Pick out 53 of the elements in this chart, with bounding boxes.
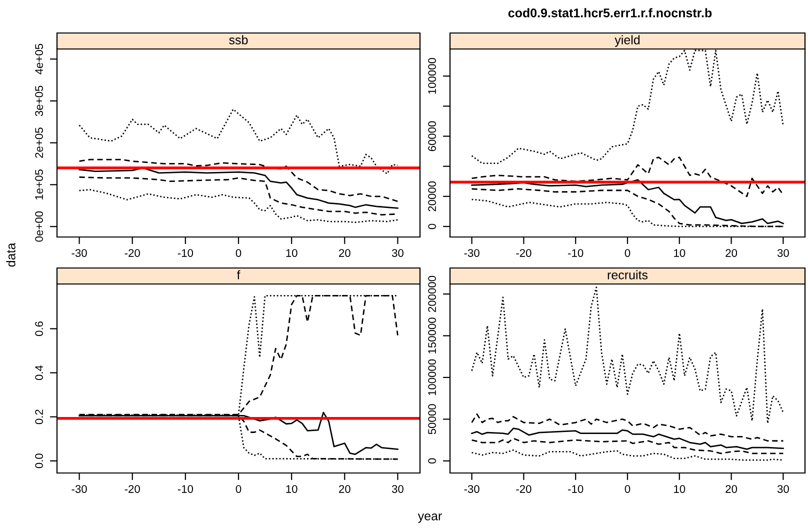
- x-tick-label: 0: [624, 249, 630, 257]
- x-tick-label: 30: [777, 249, 789, 257]
- y-tick-label: 0: [428, 224, 436, 230]
- x-tick-label: 20: [726, 249, 738, 257]
- chart-title: ssb: [229, 35, 248, 44]
- x-tick-label: 0: [236, 485, 242, 493]
- y-tick-label: 0.0: [35, 454, 43, 468]
- x-tick-label: -20: [124, 485, 140, 493]
- x-tick-label: 20: [339, 249, 350, 257]
- y-tick-label: 2e+05: [35, 128, 43, 158]
- x-tick-label: -10: [568, 485, 584, 493]
- y-tick-label: 1e+05: [35, 170, 43, 200]
- x-tick-label: -30: [464, 249, 480, 257]
- y-tick-label: 0: [428, 458, 436, 464]
- y-tick-label: 20000: [428, 181, 436, 212]
- x-tick-label: 10: [674, 249, 686, 257]
- y-tick-label: 3e+05: [35, 86, 43, 116]
- x-tick-label: -30: [464, 485, 480, 493]
- x-tick-label: 20: [726, 485, 738, 493]
- text: cod0.9.stat1.hcr5.err1.r.f.nocnstr.b: [508, 8, 712, 18]
- x-tick-label: -30: [72, 485, 87, 493]
- y-tick-label: 200000: [428, 276, 436, 312]
- x-tick-label: -10: [568, 249, 584, 257]
- x-tick-label: -10: [178, 485, 194, 493]
- x-tick-label: -10: [178, 249, 194, 257]
- y-tick-label: 60000: [428, 121, 436, 152]
- y-tick-label: 0.2: [35, 410, 43, 424]
- x-tick-label: 10: [286, 485, 298, 493]
- y-tick-label: 100000: [428, 359, 436, 396]
- x-tick-label: 20: [339, 485, 350, 493]
- y-tick-label: 100000: [428, 58, 436, 94]
- y-tick-label: 0e+00: [35, 211, 43, 242]
- x-tick-label: -20: [516, 249, 532, 257]
- x-tick-label: 0: [624, 485, 630, 493]
- x-tick-label: -30: [72, 249, 87, 257]
- chart-title: recruits: [608, 270, 648, 280]
- y-tick-label: 150000: [428, 318, 436, 354]
- x-tick-label: 10: [674, 485, 686, 493]
- x-tick-label: -20: [124, 249, 140, 257]
- chart-title: f: [236, 270, 240, 280]
- x-tick-label: 10: [286, 249, 298, 257]
- chart-title: yield: [614, 35, 640, 47]
- x-axis-title: year: [418, 514, 442, 523]
- y-tick-label: 0.6: [35, 321, 43, 336]
- x-tick-label: 0: [236, 249, 242, 257]
- y-axis-title: data: [6, 242, 16, 267]
- x-tick-label: -20: [516, 485, 532, 493]
- y-tick-label: 4e+05: [35, 44, 43, 74]
- x-tick-label: 30: [392, 485, 404, 493]
- y-tick-label: 0.4: [35, 365, 43, 380]
- y-tick-label: 50000: [428, 404, 436, 434]
- x-tick-label: 30: [777, 485, 789, 493]
- x-tick-label: 30: [392, 249, 404, 257]
